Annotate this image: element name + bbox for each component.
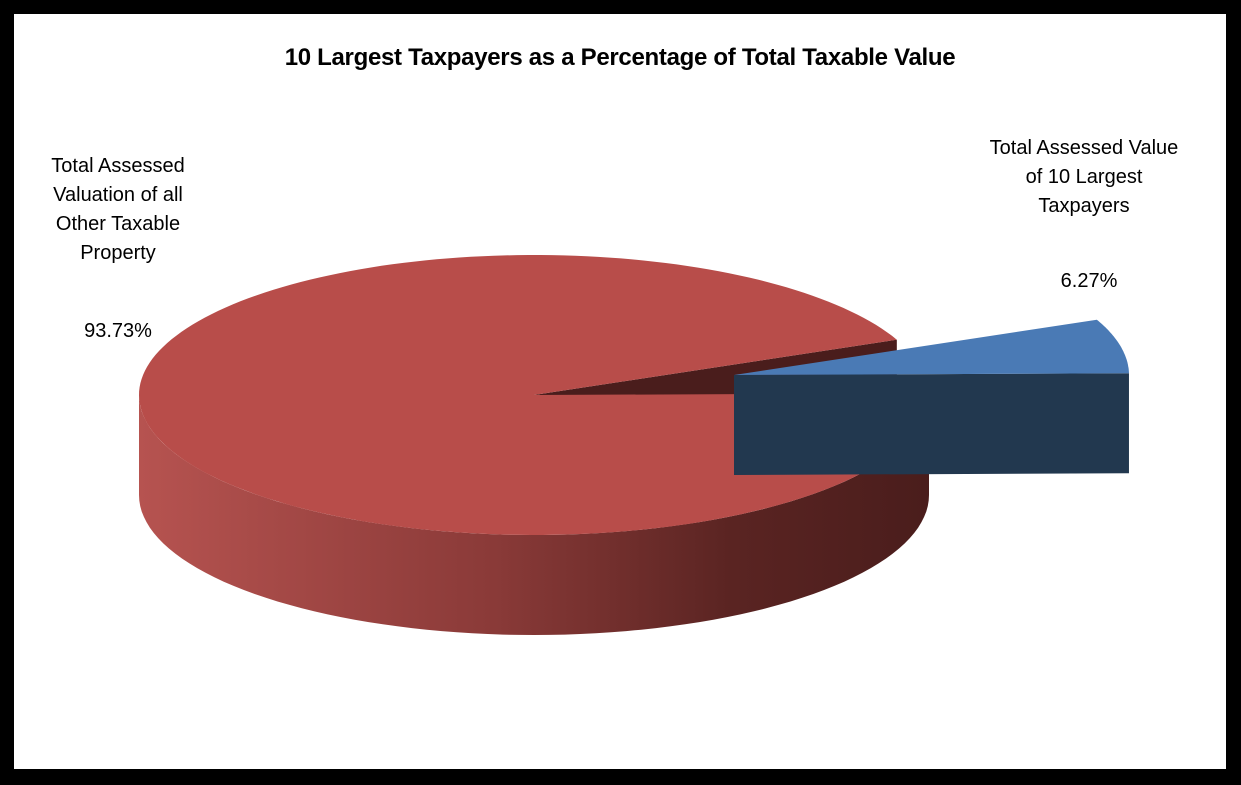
chart-frame: 10 Largest Taxpayers as a Percentage of … xyxy=(14,14,1226,769)
pie-slice-cut-top10-taxpayers xyxy=(734,373,1129,475)
pie-slice-top10-taxpayers xyxy=(734,319,1129,375)
slice-label-line: Total Assessed xyxy=(51,155,185,177)
slice-label-line: Other Taxable xyxy=(55,213,181,235)
slice-value-top10-taxpayers: 6.27% xyxy=(1060,270,1118,292)
pie-slice-other-property xyxy=(139,255,929,535)
slice-label-line: of 10 Largest xyxy=(1025,166,1143,188)
slice-label-other-property: Total Assessed Valuation of all Other Taxa… xyxy=(18,152,218,268)
chart-title: 10 Largest Taxpayers as a Percentage of … xyxy=(284,44,956,71)
slice-label-top10-taxpayers: Total Assessed Value of 10 Largest Taxpaye… xyxy=(969,134,1199,221)
slice-label-line: Taxpayers xyxy=(1038,195,1130,217)
slice-label-line: Valuation of all xyxy=(53,184,183,206)
pie-slice-side-other-property xyxy=(139,395,929,635)
pie-chart xyxy=(139,255,1129,635)
slice-label-line: Property xyxy=(80,242,156,264)
slice-label-line: Total Assessed Value xyxy=(989,137,1179,159)
slice-value-other-property: 93.73% xyxy=(84,320,152,342)
